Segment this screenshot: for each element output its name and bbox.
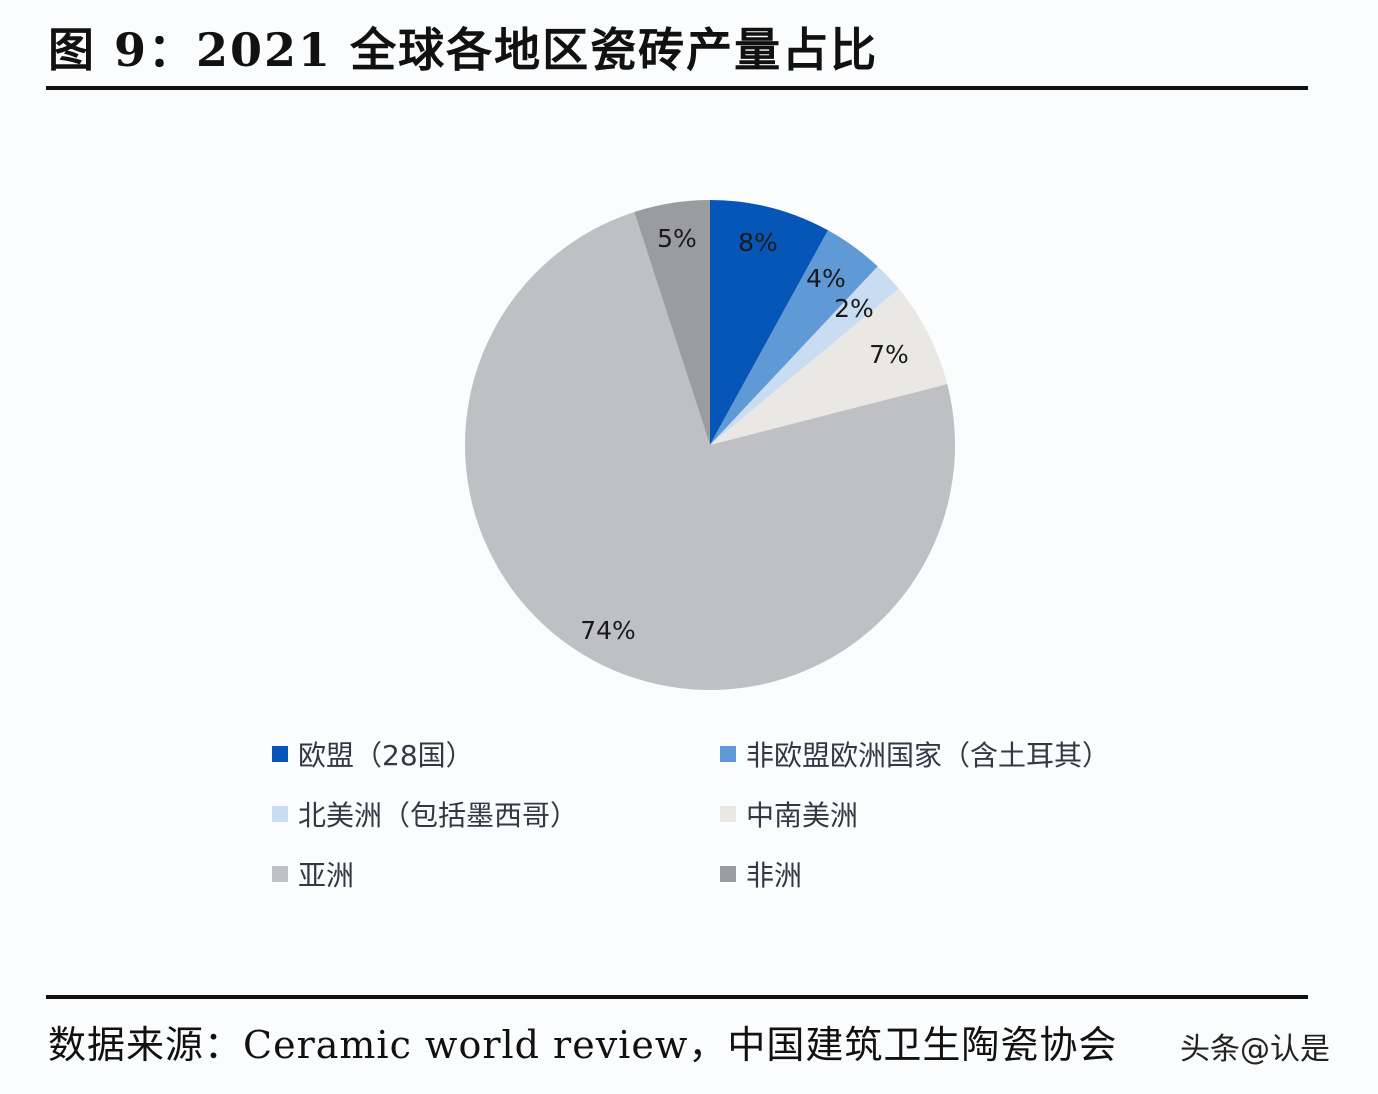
legend-swatch [720,746,736,762]
legend-swatch [272,866,288,882]
legend-label: 亚洲 [298,859,355,892]
legend-item-north-america: 北美洲（包括墨西哥） [272,794,578,834]
slice-north-america-label: 2% [834,294,874,323]
slice-non-eu-europe [710,230,878,445]
top-divider [46,86,1308,90]
legend-swatch [272,746,288,762]
watermark: 头条@认是 [1180,1024,1330,1068]
slice-non-eu-europe-label: 4% [806,264,846,293]
legend-swatch [272,806,288,822]
pie-chart: 8% 4%2% 7% 74% 5% [464,200,955,690]
slice-africa [634,200,710,445]
legend-item-eu: 欧盟（28国） [272,734,474,774]
legend-label: 欧盟（28国） [298,739,474,772]
slice-latin-america [710,288,948,445]
legend-item-latin-america: 中南美洲 [720,794,858,834]
slice-latin-america-label: 7% [869,340,909,369]
legend-item-asia: 亚洲 [272,854,354,894]
legend-swatch [720,866,736,882]
legend-item-africa: 非洲 [720,854,802,894]
slice-africa-label: 5% [657,224,697,253]
bottom-divider [46,995,1308,999]
legend-item-non-eu-europe: 非欧盟欧洲国家（含土耳其） [720,734,1110,774]
slice-north-america [710,266,899,445]
slice-asia [464,211,955,690]
slice-eu [710,200,829,445]
legend-label: 北美洲（包括墨西哥） [298,799,579,832]
slice-asia-label: 74% [580,616,636,645]
legend-label: 非欧盟欧洲国家（含土耳其） [746,739,1111,772]
legend-label: 中南美洲 [746,799,859,832]
legend-swatch [720,806,736,822]
data-source-note: 数据来源：Ceramic world review，中国建筑卫生陶瓷协会 [48,1023,1118,1067]
slice-eu-label: 8% [738,228,778,257]
legend-label: 非洲 [746,859,803,892]
figure-title: 图 9：2021 全球各地区瓷砖产量占比 [48,23,879,77]
